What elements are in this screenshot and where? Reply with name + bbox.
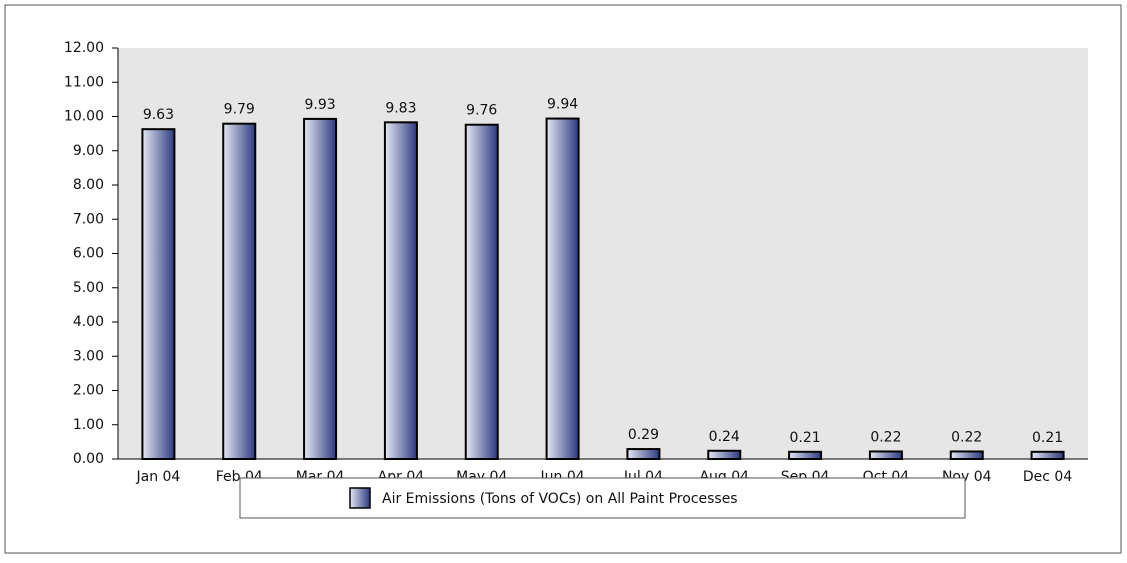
y-tick-label: 9.00 bbox=[73, 143, 104, 159]
bar bbox=[626, 448, 661, 461]
bar bbox=[868, 450, 903, 460]
plot-area bbox=[118, 48, 1088, 459]
legend-label: Air Emissions (Tons of VOCs) on All Pain… bbox=[382, 491, 738, 507]
y-tick-label: 3.00 bbox=[73, 348, 104, 364]
y-tick-label: 8.00 bbox=[73, 177, 104, 193]
bar bbox=[383, 121, 418, 460]
bar bbox=[141, 128, 176, 461]
bar bbox=[949, 450, 984, 460]
data-label: 9.93 bbox=[304, 97, 335, 113]
legend-swatch bbox=[349, 487, 371, 509]
data-label: 9.76 bbox=[466, 103, 497, 119]
data-label: 0.29 bbox=[628, 427, 659, 443]
data-label: 0.24 bbox=[709, 429, 740, 445]
data-label: 9.79 bbox=[224, 102, 255, 118]
bar bbox=[1030, 450, 1065, 460]
bar bbox=[222, 122, 257, 460]
y-tick-label: 7.00 bbox=[73, 211, 104, 227]
y-tick-label: 4.00 bbox=[73, 314, 104, 330]
data-label: 9.63 bbox=[143, 107, 174, 123]
y-tick-label: 10.00 bbox=[64, 109, 104, 125]
x-tick-label: Jan 04 bbox=[135, 469, 180, 485]
y-tick-label: 1.00 bbox=[73, 417, 104, 433]
bar bbox=[545, 117, 580, 461]
bar bbox=[464, 123, 499, 460]
data-label: 9.94 bbox=[547, 97, 578, 113]
data-label: 9.83 bbox=[385, 100, 416, 116]
data-label: 0.22 bbox=[951, 429, 982, 445]
y-tick-label: 5.00 bbox=[73, 280, 104, 296]
y-tick-label: 12.00 bbox=[64, 40, 104, 56]
y-tick-label: 11.00 bbox=[64, 74, 104, 90]
bar bbox=[788, 450, 823, 460]
data-label: 0.21 bbox=[789, 430, 820, 446]
x-tick-label: Dec 04 bbox=[1023, 469, 1072, 485]
y-tick-label: 0.00 bbox=[73, 451, 104, 467]
data-label: 0.21 bbox=[1032, 430, 1063, 446]
bar bbox=[707, 449, 742, 460]
y-tick-label: 6.00 bbox=[73, 246, 104, 262]
y-tick-label: 2.00 bbox=[73, 383, 104, 399]
bar bbox=[303, 117, 338, 461]
data-label: 0.22 bbox=[870, 429, 901, 445]
